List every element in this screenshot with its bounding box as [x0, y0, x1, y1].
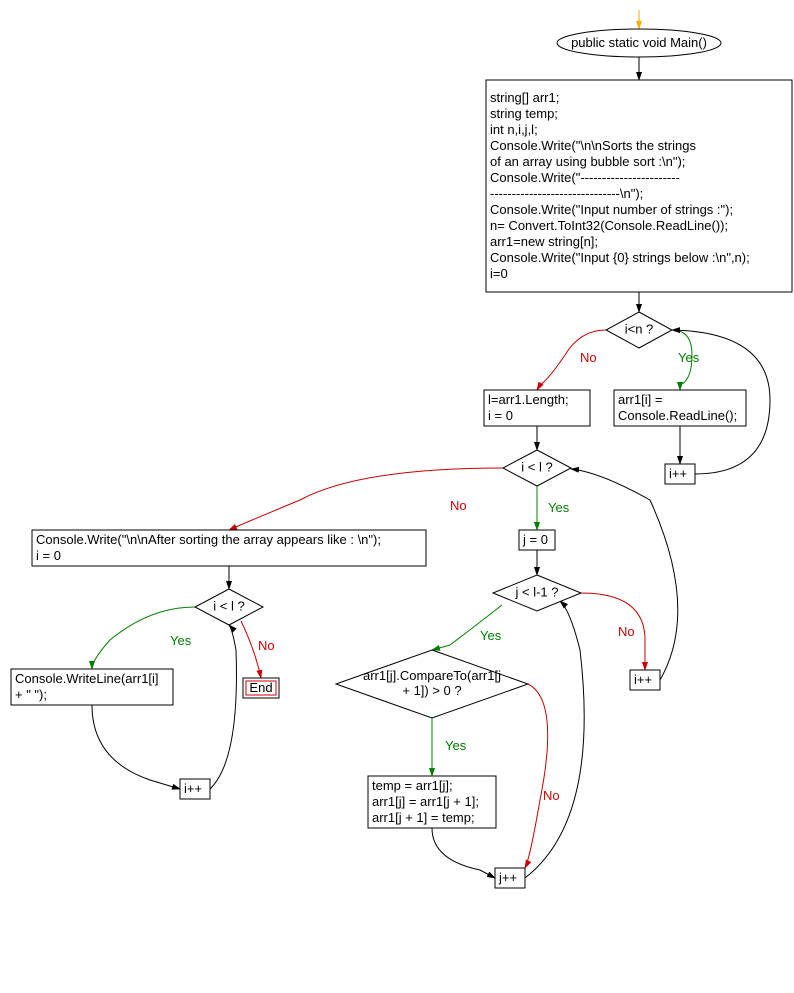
edge-label: No [543, 788, 560, 803]
edge [210, 625, 236, 789]
node-text: + 1]) > 0 ? [402, 683, 461, 698]
node-text: i++ [184, 781, 202, 796]
edge-label: No [258, 638, 275, 653]
node-text: j = 0 [522, 532, 548, 547]
node-text: i++ [669, 466, 687, 481]
node-text: i = 0 [488, 408, 513, 423]
node-text: i=0 [490, 266, 508, 281]
node-text: i++ [634, 672, 652, 687]
node-text: End [249, 680, 272, 695]
node-text: of an array using bubble sort :\n"); [490, 154, 685, 169]
node-text: arr1[j] = arr1[j + 1]; [372, 794, 479, 809]
node-text: string temp; [490, 106, 558, 121]
node-text: Console.Write("\n\nAfter sorting the arr… [36, 532, 381, 547]
node-text: arr1[j].CompareTo(arr1[j [363, 668, 501, 683]
node-text: arr1=new string[n]; [490, 234, 598, 249]
node-text: l=arr1.Length; [488, 392, 569, 407]
edge [432, 828, 495, 878]
node-text: Console.Write("\n\nSorts the strings [490, 138, 696, 153]
node-text: i = 0 [36, 548, 61, 563]
node-text: i<n ? [625, 322, 654, 337]
node-text: n= Convert.ToInt32(Console.ReadLine()); [490, 218, 728, 233]
edge-label: No [580, 350, 597, 365]
node-text: string[] arr1; [490, 90, 559, 105]
edge-label: Yes [678, 350, 700, 365]
node-text: Console.Write("----------------------- [490, 170, 680, 185]
node-text: arr1[i] = [618, 392, 662, 407]
node-text: i < l ? [213, 599, 244, 614]
node-text: + " "); [15, 687, 47, 702]
node-text: i < l ? [521, 460, 552, 475]
node-text: Console.Write("Input {0} strings below :… [490, 250, 750, 265]
node-text: temp = arr1[j]; [372, 778, 453, 793]
node-text: j++ [498, 870, 517, 885]
edge-label: No [618, 624, 635, 639]
edge [571, 469, 678, 680]
edge [581, 593, 645, 670]
edge-label: Yes [445, 738, 467, 753]
edge-label: No [450, 498, 467, 513]
flowchart-canvas: Yes No Yes No Yes No Yes No Yes No public static v… [0, 0, 794, 993]
node-text: Console.Write("Input number of strings :… [490, 202, 733, 217]
edge-label: Yes [548, 500, 570, 515]
edge-label: Yes [480, 628, 502, 643]
node-text: arr1[j + 1] = temp; [372, 810, 475, 825]
edge [92, 705, 180, 789]
edge [525, 601, 584, 878]
edge-label: Yes [170, 633, 192, 648]
node-text: ------------------------------\n"); [490, 186, 643, 201]
node-text: Console.ReadLine(); [618, 408, 737, 423]
edge [525, 684, 548, 868]
node-text: Console.WriteLine(arr1[i] [15, 671, 159, 686]
node-text: public static void Main() [571, 35, 707, 50]
node-text: int n,i,j,l; [490, 122, 538, 137]
node-text: j < l-1 ? [515, 585, 559, 600]
